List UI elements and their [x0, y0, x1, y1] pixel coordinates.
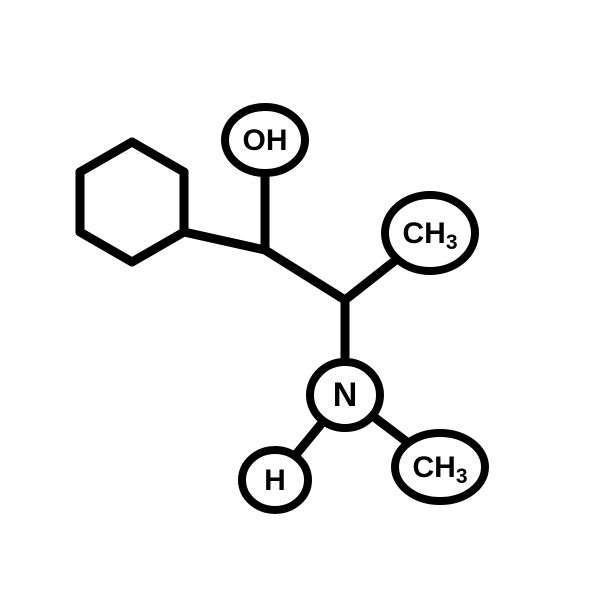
bond: [345, 259, 397, 300]
atom-ch3a: CH3: [385, 195, 475, 271]
atom-oh: OH: [225, 107, 305, 173]
atom-n: N: [310, 362, 380, 428]
bond: [184, 232, 265, 250]
bond: [80, 142, 132, 172]
bond: [295, 421, 324, 456]
bond: [265, 250, 345, 300]
atom-ch3b: CH3: [395, 433, 485, 501]
chemical-structure-diagram: OH CH3 N H CH3: [0, 0, 600, 600]
atom-label: H: [264, 464, 286, 497]
atom-label: OH: [243, 124, 288, 157]
bond: [372, 416, 408, 443]
atom-label: N: [333, 376, 358, 414]
bond: [80, 232, 132, 262]
bond: [132, 232, 184, 262]
atoms-layer: OH CH3 N H CH3: [225, 107, 485, 510]
atom-h: H: [242, 450, 308, 510]
bond: [132, 142, 184, 172]
